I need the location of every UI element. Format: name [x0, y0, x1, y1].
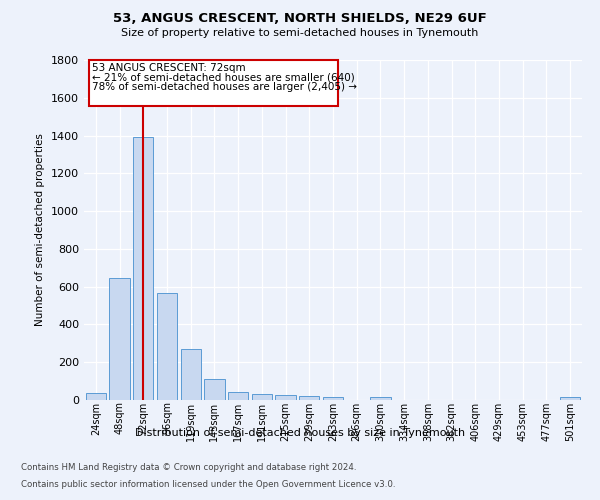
Bar: [86, 394, 106, 400]
Bar: [181, 349, 201, 400]
Text: 53 ANGUS CRESCENT: 72sqm: 53 ANGUS CRESCENT: 72sqm: [92, 63, 246, 73]
Text: ← 21% of semi-detached houses are smaller (640): ← 21% of semi-detached houses are smalle…: [92, 72, 355, 83]
Bar: [252, 394, 272, 400]
Text: Contains public sector information licensed under the Open Government Licence v3: Contains public sector information licen…: [21, 480, 395, 489]
Text: 78% of semi-detached houses are larger (2,405) →: 78% of semi-detached houses are larger (…: [92, 82, 358, 92]
FancyBboxPatch shape: [89, 60, 338, 106]
Bar: [370, 397, 391, 400]
Text: Distribution of semi-detached houses by size in Tynemouth: Distribution of semi-detached houses by …: [135, 428, 465, 438]
Bar: [323, 397, 343, 400]
Bar: [560, 397, 580, 400]
Text: Size of property relative to semi-detached houses in Tynemouth: Size of property relative to semi-detach…: [121, 28, 479, 38]
Y-axis label: Number of semi-detached properties: Number of semi-detached properties: [35, 134, 46, 326]
Bar: [205, 379, 224, 400]
Bar: [109, 278, 130, 400]
Bar: [133, 138, 154, 400]
Text: Contains HM Land Registry data © Crown copyright and database right 2024.: Contains HM Land Registry data © Crown c…: [21, 464, 356, 472]
Bar: [299, 396, 319, 400]
Text: 53, ANGUS CRESCENT, NORTH SHIELDS, NE29 6UF: 53, ANGUS CRESCENT, NORTH SHIELDS, NE29 …: [113, 12, 487, 26]
Bar: [157, 294, 177, 400]
Bar: [228, 392, 248, 400]
Bar: [275, 396, 296, 400]
